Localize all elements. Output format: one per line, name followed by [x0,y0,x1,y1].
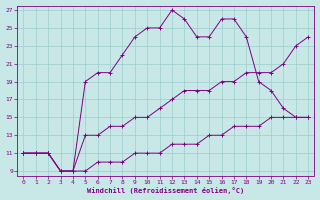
X-axis label: Windchill (Refroidissement éolien,°C): Windchill (Refroidissement éolien,°C) [87,187,244,194]
